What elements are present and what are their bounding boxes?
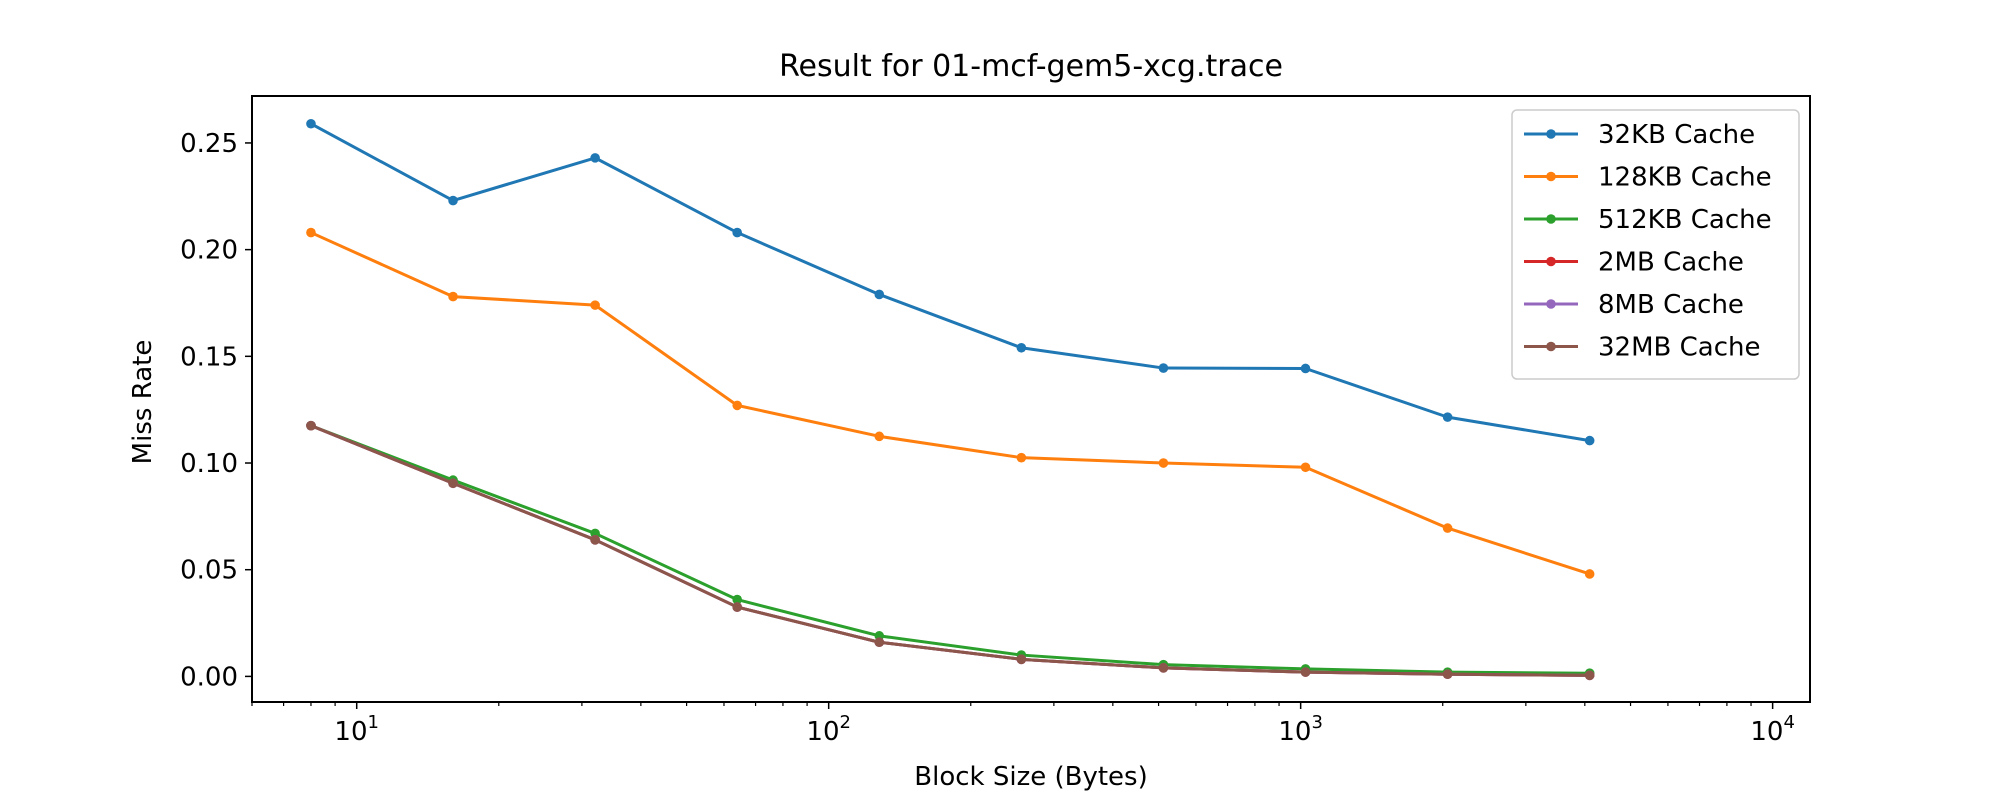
data-point (1300, 667, 1311, 677)
y-axis: 0.00 0.05 0.10 0.15 0.20 0.25 (180, 129, 252, 692)
data-point (874, 637, 885, 648)
legend-label: 512KB Cache (1598, 205, 1772, 235)
data-point (1158, 458, 1169, 468)
legend: 32KB Cache 128KB Cache 512KB Cache 2MB Cach… (1511, 109, 1800, 380)
data-point (1584, 435, 1595, 446)
series-4 (306, 420, 1595, 681)
data-point (448, 195, 458, 206)
legend-item: 32MB Cache (1524, 333, 1760, 363)
data-point (1584, 670, 1595, 681)
series-line (310, 424, 1590, 675)
series-3 (306, 420, 1595, 678)
series-line (310, 122, 1590, 443)
legend-label: 32MB Cache (1598, 333, 1760, 363)
data-point (732, 602, 743, 612)
legend-swatch-marker (1546, 256, 1556, 267)
data-point (1016, 654, 1027, 665)
x-tick-label: 101 (334, 712, 379, 747)
legend-swatch-marker (1546, 214, 1556, 224)
x-tick-base: 10 (1278, 717, 1311, 747)
data-point (448, 478, 458, 489)
x-tick-base: 10 (334, 717, 367, 747)
legend-swatch-marker (1546, 299, 1556, 309)
data-point (306, 420, 316, 431)
legend-item: 128KB Cache (1524, 163, 1772, 193)
x-tick-exponent: 3 (1311, 712, 1322, 733)
legend-swatch-marker (1546, 129, 1556, 139)
data-point (732, 594, 743, 605)
data-point (306, 227, 316, 238)
series-6 (306, 420, 1595, 681)
legend-label: 2MB Cache (1598, 248, 1744, 278)
series-line (310, 424, 1590, 677)
x-tick-label: 103 (1278, 712, 1323, 747)
series-line (310, 424, 1590, 677)
data-point (1300, 363, 1311, 374)
legend-item: 512KB Cache (1524, 205, 1772, 235)
data-point (1300, 462, 1311, 473)
x-tick-label: 102 (806, 712, 851, 747)
legend-label: 8MB Cache (1598, 290, 1744, 320)
x-axis: 101 102 103 104 (251, 702, 1795, 747)
series-2 (306, 227, 1595, 579)
y-tick-label: 0.25 (180, 129, 238, 159)
plot-frame (251, 95, 1811, 703)
series-line (310, 424, 1590, 677)
y-tick-label: 0.05 (180, 556, 238, 586)
data-point (874, 289, 885, 300)
data-point (306, 118, 316, 129)
chart-title: Result for 01-mcf-gem5-xcg.trace (779, 49, 1283, 84)
legend-item: 8MB Cache (1524, 290, 1744, 320)
data-point (732, 227, 743, 238)
y-tick-label: 0.20 (180, 236, 238, 266)
legend-label: 32KB Cache (1598, 120, 1755, 150)
data-point (1584, 569, 1595, 579)
legend-label: 128KB Cache (1598, 163, 1772, 193)
x-tick-base: 10 (1750, 717, 1783, 747)
legend-swatch-marker (1546, 341, 1556, 352)
data-point (1158, 363, 1169, 373)
data-point (1442, 412, 1453, 422)
x-tick-base: 10 (806, 717, 839, 747)
y-axis-label: Miss Rate (128, 340, 158, 465)
y-tick-label: 0.00 (180, 662, 238, 692)
data-point (1442, 669, 1453, 680)
data-point (874, 431, 885, 442)
series-line (310, 231, 1591, 576)
x-tick-exponent: 2 (840, 712, 851, 733)
legend-item: 2MB Cache (1524, 248, 1744, 278)
x-tick-exponent: 4 (1783, 712, 1794, 733)
x-tick-exponent: 1 (368, 712, 379, 733)
data-point (1016, 452, 1027, 463)
series-1 (306, 118, 1595, 446)
y-tick-label: 0.15 (180, 342, 238, 372)
legend-item: 32KB Cache (1524, 120, 1755, 150)
legend-swatch-marker (1546, 171, 1556, 182)
x-axis-label: Block Size (Bytes) (914, 762, 1147, 792)
data-point (732, 400, 743, 411)
data-point (590, 535, 600, 545)
data-point (590, 300, 600, 310)
legend-box (1511, 109, 1800, 380)
x-tick-label: 104 (1750, 712, 1795, 747)
plot-area (306, 118, 1595, 681)
series-5 (306, 420, 1595, 681)
data-point (1442, 523, 1453, 533)
y-tick-label: 0.10 (180, 449, 238, 479)
data-point (590, 153, 600, 163)
data-point (1158, 663, 1169, 673)
data-point (1016, 342, 1027, 353)
data-point (448, 291, 458, 302)
